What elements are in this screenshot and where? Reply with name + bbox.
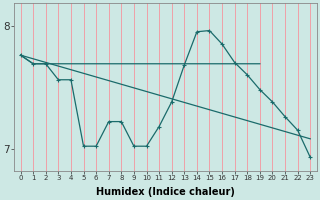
X-axis label: Humidex (Indice chaleur): Humidex (Indice chaleur) bbox=[96, 187, 235, 197]
